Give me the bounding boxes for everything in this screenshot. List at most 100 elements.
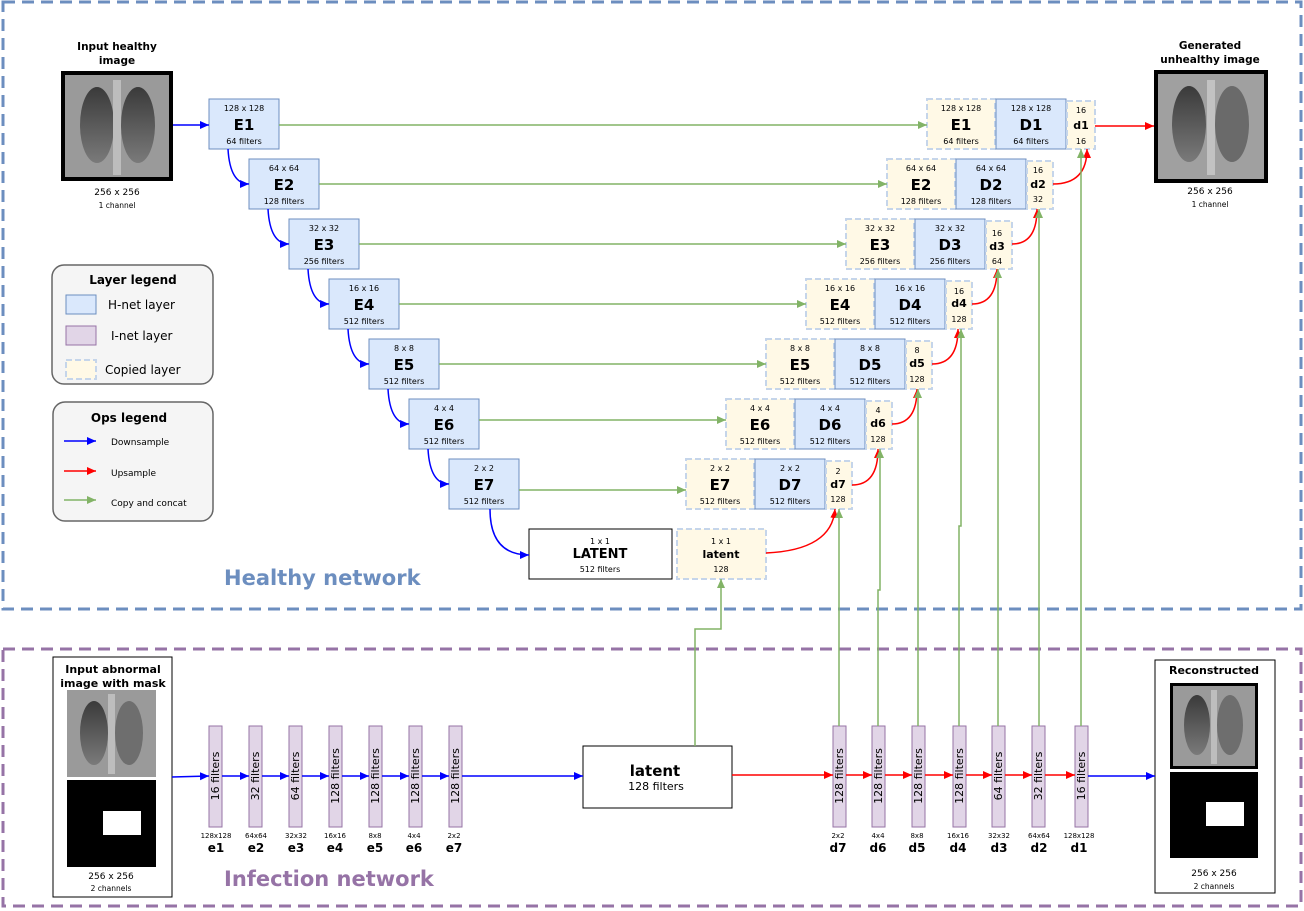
e6-filters: 512 filters	[424, 437, 465, 446]
upsample-arrow	[851, 448, 882, 486]
downsample-arrow	[227, 148, 250, 188]
cd2-bottom: 32	[1033, 195, 1043, 204]
decoder-d4: 16 x 16 D4 512 filters	[874, 278, 946, 330]
inet-d1-dims: 128x128	[1064, 832, 1095, 840]
inet-d7-dims: 2x2	[831, 832, 844, 840]
inet-e6-filters: 128 filters	[409, 748, 422, 804]
generated-title: Generated	[1179, 40, 1241, 52]
encoder-e1: 128 x 128 E1 64 filters	[208, 98, 280, 150]
cd5-label: d5	[909, 357, 925, 370]
decoder-d2: 64 x 64 D2 128 filters	[955, 158, 1027, 210]
downsample-arrow	[267, 208, 290, 248]
generated-unhealthy-image: Generated unhealthy image 256 x 256 1 ch…	[1154, 40, 1268, 209]
d3-filters: 256 filters	[930, 257, 971, 266]
input-healthy-image: Input healthy image 256 x 256 1 channel	[61, 41, 173, 210]
d1-filters: 64 filters	[1013, 137, 1049, 146]
inet-e2-dims: 64x64	[245, 832, 268, 840]
inet-e3-filters: 64 filters	[289, 751, 302, 800]
inet-d2-label: d2	[1031, 841, 1048, 855]
xray-image	[1154, 70, 1268, 183]
input-abnormal-image: Input abnormal image with mask 256 x 256…	[52, 656, 173, 898]
d7-label: D7	[779, 476, 802, 494]
reconstructed-image: Reconstructed 256 x 256 2 channels	[1154, 659, 1276, 894]
input-abnormal-title-2: image with mask	[60, 677, 166, 690]
input-healthy-size: 256 x 256	[94, 188, 140, 198]
hnet-swatch	[65, 294, 97, 315]
input-healthy-channels: 1 channel	[99, 201, 136, 210]
hnet-legend-label: H-net layer	[108, 298, 175, 312]
inet-d2-dims: 64x64	[1028, 832, 1051, 840]
downsample-arrow	[347, 328, 370, 368]
mask-image	[1170, 772, 1258, 858]
cd1-label: d1	[1073, 119, 1089, 132]
inet-swatch	[65, 325, 97, 346]
ce2-filters: 128 filters	[901, 197, 942, 206]
latent-copy-filters: 128	[713, 565, 728, 574]
inet-e6-label: e6	[406, 841, 423, 855]
inet-e7-filters: 128 filters	[449, 748, 462, 804]
upsample-arrow	[931, 328, 962, 365]
upsample-arrow	[765, 508, 839, 554]
inet-e2-label: e2	[248, 841, 265, 855]
e5-label: E5	[394, 356, 415, 374]
cd2-top: 16	[1033, 166, 1043, 175]
inet-d6-dims: 4x4	[871, 832, 885, 840]
copied-e7: 2 x 2 E7 512 filters	[685, 458, 755, 510]
downsample-arrow	[387, 388, 410, 428]
upsample-arrow	[971, 268, 1001, 305]
latent-label: LATENT	[573, 547, 628, 562]
d3-dims: 32 x 32	[935, 224, 965, 233]
e5-dims: 8 x 8	[394, 344, 414, 353]
ce2-dims: 64 x 64	[906, 164, 936, 173]
healthy-network-region	[1, 0, 1303, 611]
xray-image	[67, 690, 156, 777]
cd7-bottom: 128	[830, 495, 845, 504]
inet-d5-filters: 128 filters	[912, 748, 925, 804]
input-abnormal-title: Input abnormal	[65, 663, 160, 676]
xray-image	[61, 71, 173, 181]
mask-image	[67, 780, 156, 867]
d1-label: D1	[1020, 116, 1043, 134]
latent-filters: 512 filters	[580, 565, 621, 574]
cd7-label: d7	[830, 478, 846, 491]
inet-e5-dims: 8x8	[368, 832, 381, 840]
ce5-dims: 8 x 8	[790, 344, 810, 353]
copied-d1: 16 d1 16	[1066, 100, 1096, 150]
healthy-arrows	[173, 121, 1154, 559]
layer-legend: Layer legend H-net layer I-net layer Cop…	[51, 264, 214, 385]
ce4-dims: 16 x 16	[825, 284, 855, 293]
d6-label: D6	[819, 416, 842, 434]
e2-dims: 64 x 64	[269, 164, 299, 173]
copied-d7: 2 d7 128	[825, 460, 853, 510]
d2-dims: 64 x 64	[976, 164, 1006, 173]
upsample-arrow	[1011, 208, 1041, 245]
e6-dims: 4 x 4	[434, 404, 454, 413]
cd1-top: 16	[1076, 106, 1086, 115]
ops-legend-title: Ops legend	[91, 411, 167, 425]
d6-filters: 512 filters	[810, 437, 851, 446]
copied-swatch	[65, 359, 97, 380]
cd6-bottom: 128	[870, 435, 885, 444]
cd3-top: 16	[992, 229, 1002, 238]
cd5-top: 8	[914, 346, 919, 355]
e6-label: E6	[434, 416, 455, 434]
cd4-bottom: 128	[951, 315, 966, 324]
e7-dims: 2 x 2	[474, 464, 494, 473]
inet-d3-filters: 64 filters	[992, 751, 1005, 800]
d5-dims: 8 x 8	[860, 344, 880, 353]
ce7-label: E7	[710, 476, 731, 494]
input-abnormal-channels: 2 channels	[91, 884, 132, 893]
e4-label: E4	[354, 296, 375, 314]
copied-e6: 4 x 4 E6 512 filters	[725, 398, 795, 450]
latent-copy-label: latent	[702, 548, 739, 561]
ce1-label: E1	[951, 116, 972, 134]
inet-e4-filters: 128 filters	[329, 748, 342, 804]
encoder-layers: 128 x 128 E1 64 filters 64 x 64 E2 128 filte…	[208, 98, 520, 510]
